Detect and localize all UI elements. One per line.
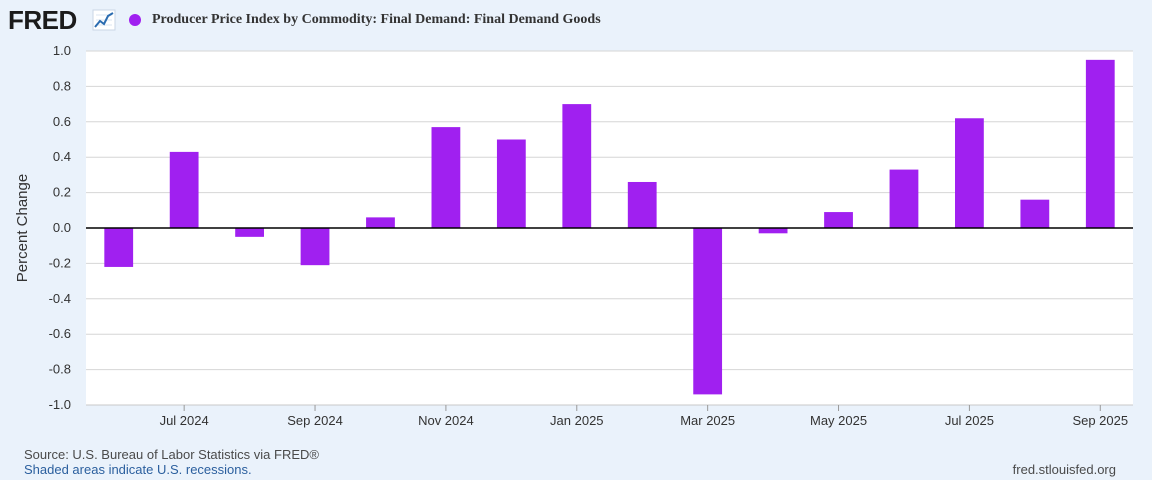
source-note: Source: U.S. Bureau of Labor Statistics … bbox=[24, 447, 319, 462]
bar-2024-06 bbox=[104, 228, 134, 267]
x-tick-label: Nov 2024 bbox=[418, 413, 474, 428]
y-tick-label: 0.6 bbox=[53, 114, 71, 129]
bar-2024-11 bbox=[431, 127, 461, 228]
bar-2025-09 bbox=[1085, 59, 1115, 228]
bar-2024-12 bbox=[496, 139, 526, 228]
x-tick-label: May 2025 bbox=[810, 413, 867, 428]
x-tick-label: Jul 2024 bbox=[160, 413, 209, 428]
bar-2025-02 bbox=[627, 181, 657, 228]
bar-2024-10 bbox=[366, 217, 395, 228]
bar-2025-08 bbox=[1020, 199, 1050, 228]
y-tick-label: -0.2 bbox=[49, 255, 71, 270]
site-link[interactable]: fred.stlouisfed.org bbox=[1012, 462, 1116, 477]
bar-2025-07 bbox=[955, 118, 984, 228]
bar-2024-07 bbox=[169, 151, 199, 228]
y-tick-label: 0.4 bbox=[53, 149, 71, 164]
y-tick-label: -1.0 bbox=[49, 397, 71, 412]
legend-swatch bbox=[129, 14, 141, 26]
y-axis-label: Percent Change bbox=[14, 174, 31, 282]
y-tick-label: -0.6 bbox=[49, 326, 71, 341]
bar-2024-09 bbox=[300, 228, 330, 266]
y-tick-label: 0.8 bbox=[53, 78, 71, 93]
bar-2025-01 bbox=[562, 104, 592, 228]
recession-note[interactable]: Shaded areas indicate U.S. recessions. bbox=[24, 462, 252, 477]
y-tick-label: 0.0 bbox=[53, 220, 71, 235]
x-tick-label: Sep 2025 bbox=[1072, 413, 1128, 428]
bar-2024-08 bbox=[235, 228, 264, 237]
chart-title: Producer Price Index by Commodity: Final… bbox=[152, 12, 601, 27]
chart-header: FRED Producer Price Index by Commodity: … bbox=[0, 0, 1152, 40]
x-tick-label: Mar 2025 bbox=[680, 413, 735, 428]
fred-logo[interactable]: FRED bbox=[8, 5, 77, 35]
y-tick-label: -0.8 bbox=[49, 362, 71, 377]
x-tick-label: Jan 2025 bbox=[550, 413, 604, 428]
x-tick-label: Sep 2024 bbox=[287, 413, 343, 428]
bar-2025-03 bbox=[693, 228, 723, 395]
bar-2025-05 bbox=[824, 212, 853, 228]
bar-2025-06 bbox=[889, 169, 919, 228]
x-tick-label: Jul 2025 bbox=[945, 413, 994, 428]
bar-2025-04 bbox=[758, 228, 788, 234]
y-tick-label: 0.2 bbox=[53, 185, 71, 200]
y-tick-label: 1.0 bbox=[53, 43, 71, 58]
y-tick-label: -0.4 bbox=[49, 291, 71, 306]
line-chart-icon bbox=[92, 9, 116, 31]
